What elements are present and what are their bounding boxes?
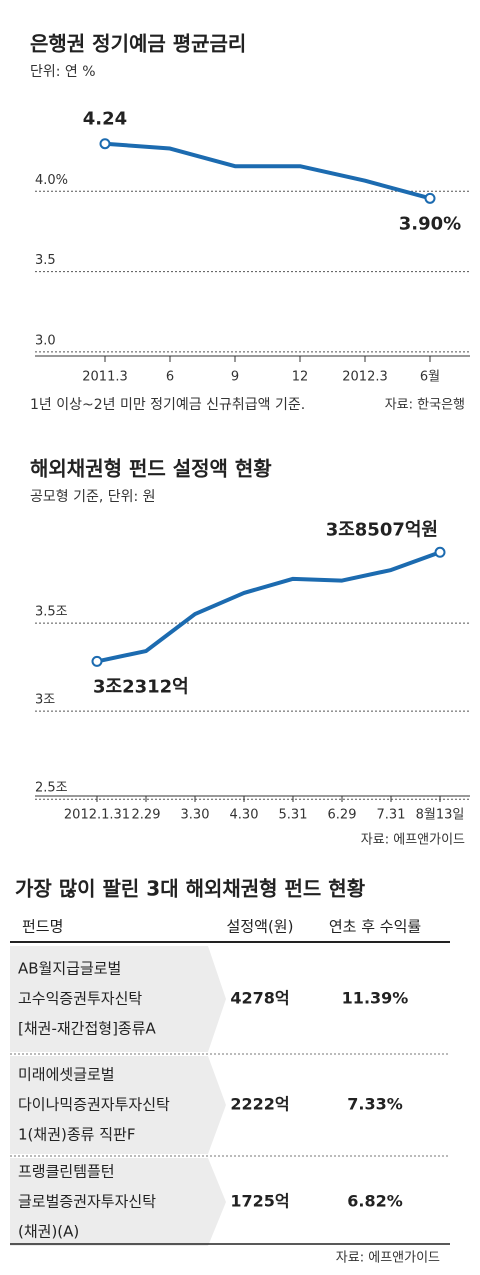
x-tick-label: 3.30 bbox=[181, 808, 210, 823]
fund-name: 프랭클린템플턴 bbox=[18, 1163, 115, 1181]
y-tick-label: 3.5 bbox=[35, 253, 56, 268]
data-label: 3.90% bbox=[399, 213, 461, 234]
y-tick-label: 2.5조 bbox=[35, 781, 68, 796]
x-tick-label: 9 bbox=[231, 370, 239, 385]
y-tick-label: 3.5조 bbox=[35, 605, 68, 620]
x-tick-label: 7.31 bbox=[377, 808, 406, 823]
fund-return: 6.82% bbox=[347, 1192, 403, 1211]
point-marker bbox=[424, 192, 436, 204]
point-marker bbox=[99, 138, 111, 150]
data-label: 3조8507억원 bbox=[326, 519, 438, 540]
x-tick-label: 2011.3 bbox=[82, 370, 128, 385]
x-tick-label: 2012.1.31 bbox=[64, 808, 130, 823]
table-header: 연초 후 수익률 bbox=[329, 918, 422, 936]
x-tick-label: 2.29 bbox=[132, 808, 161, 823]
y-tick-label: 3조 bbox=[35, 693, 55, 708]
fund-name: 고수익증권투자신탁 bbox=[18, 990, 142, 1008]
name-cell bbox=[10, 946, 226, 1052]
table-source: 자료: 에프앤가이드 bbox=[336, 1251, 440, 1266]
x-tick-label: 2012.3 bbox=[342, 370, 388, 385]
fund-name: 다이나믹증권자투자신탁 bbox=[18, 1096, 170, 1114]
chart-source: 자료: 에프앤가이드 bbox=[361, 833, 465, 848]
point-marker bbox=[434, 546, 446, 558]
fund-amount: 4278억 bbox=[230, 989, 289, 1008]
data-label: 4.24 bbox=[83, 109, 127, 130]
fund-name: [채권-재간접형]종류A bbox=[18, 1020, 157, 1038]
chart-subtitle: 공모형 기준, 단위: 원 bbox=[30, 489, 156, 505]
fund-name: 글로벌증권자투자신탁 bbox=[18, 1193, 156, 1211]
fund-name: 미래에셋글로벌 bbox=[18, 1066, 115, 1084]
table-header: 설정액(원) bbox=[227, 918, 294, 936]
chart-title: 해외채권형 펀드 설정액 현황 bbox=[30, 457, 272, 481]
x-tick-label: 6.29 bbox=[328, 808, 357, 823]
y-tick-label: 4.0% bbox=[35, 173, 68, 188]
name-cell bbox=[10, 1056, 226, 1154]
y-tick-label: 3.0 bbox=[35, 333, 56, 348]
table-header: 펀드명 bbox=[22, 918, 63, 936]
fund-return: 11.39% bbox=[342, 989, 409, 1008]
point-marker bbox=[91, 655, 103, 667]
fund-name: 1(채권)종류 직판F bbox=[18, 1126, 135, 1144]
chart-note: 1년 이상~2년 미만 정기예금 신규취급액 기준. bbox=[30, 397, 305, 413]
fund-return: 7.33% bbox=[347, 1095, 403, 1114]
fund-amount: 1725억 bbox=[230, 1192, 289, 1211]
fund-name: (채권)(A) bbox=[18, 1223, 79, 1241]
x-tick-label: 5.31 bbox=[279, 808, 308, 823]
x-tick-label: 4.30 bbox=[230, 808, 259, 823]
line-series bbox=[104, 141, 431, 201]
chart-subtitle: 단위: 연 % bbox=[30, 64, 96, 80]
chart-title: 은행권 정기예금 평균금리 bbox=[30, 32, 246, 56]
fund-amount: 2222억 bbox=[230, 1095, 289, 1114]
x-tick-label: 6 bbox=[166, 370, 174, 385]
fund-name: AB월지급글로벌 bbox=[18, 960, 121, 978]
x-tick-label: 8월13일 bbox=[416, 808, 465, 823]
name-cell bbox=[10, 1158, 226, 1246]
chart-source: 자료: 한국은행 bbox=[385, 397, 465, 413]
data-label: 3조2312억 bbox=[93, 676, 189, 697]
x-tick-label: 12 bbox=[292, 370, 309, 385]
table-title: 가장 많이 팔린 3대 해외채권형 펀드 현황 bbox=[15, 877, 366, 901]
x-tick-label: 6월 bbox=[420, 370, 440, 385]
line-series bbox=[96, 550, 441, 664]
